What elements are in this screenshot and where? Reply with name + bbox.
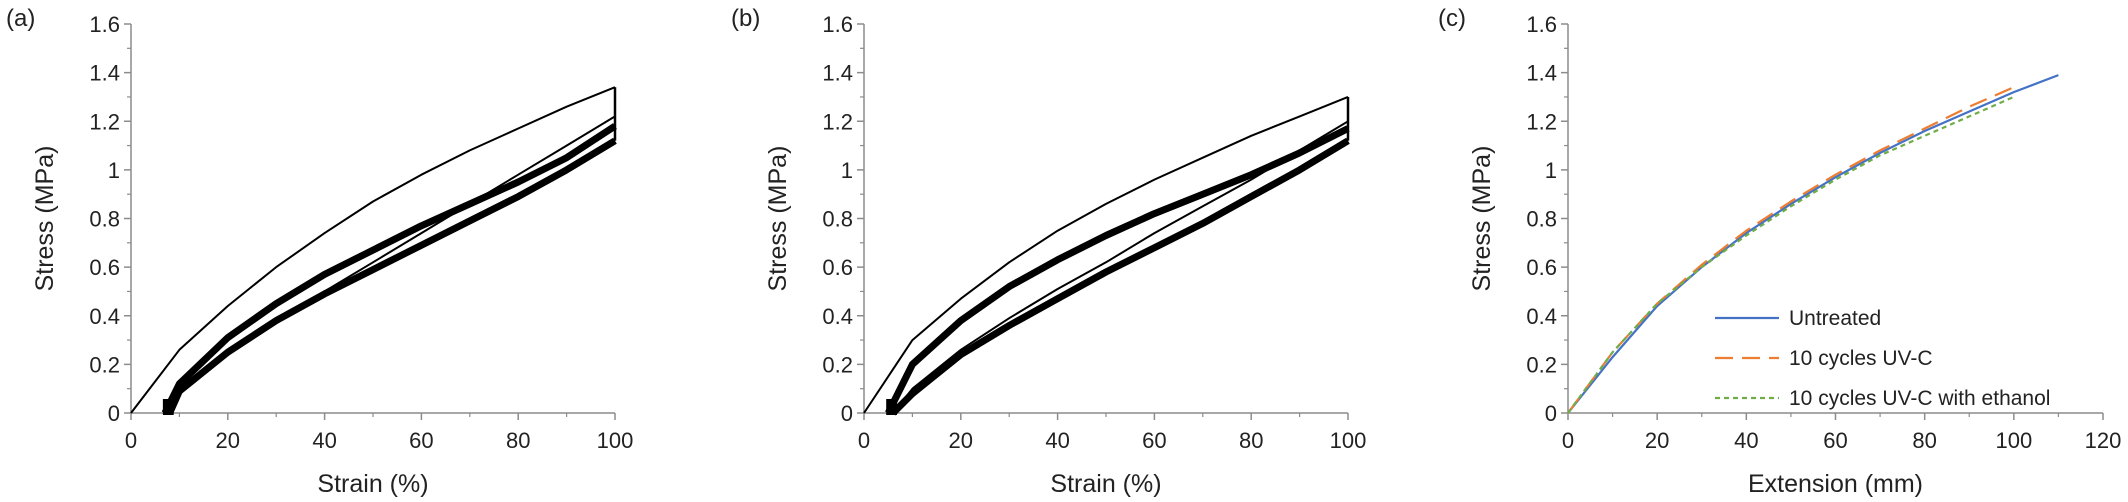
y-tick-label: 1.6 — [89, 12, 120, 37]
y-tick-label: 0.4 — [822, 304, 853, 329]
x-tick-label: 80 — [506, 428, 530, 453]
series-line-3 — [1567, 95, 2015, 414]
panel-label: (a) — [6, 5, 35, 32]
x-axis-title: Extension (mm) — [1748, 470, 1923, 498]
y-tick-label: 0 — [1545, 401, 1557, 426]
x-tick-label: 60 — [409, 428, 433, 453]
y-axis-title: Stress (MPa) — [1468, 146, 1496, 292]
y-tick-label: 1 — [1545, 158, 1557, 183]
y-tick-label: 0 — [108, 401, 120, 426]
panel-a-chart: (a) 0 0.2 0.4 0.6 0.8 1 1.2 1.4 1.6 0 20 40 60 80 100 St… — [6, 5, 633, 498]
x-tick-label: 40 — [312, 428, 336, 453]
x-tick-label: 0 — [125, 428, 137, 453]
y-tick-label: 1 — [108, 158, 120, 183]
y-tick-label: 0.4 — [1526, 304, 1557, 329]
x-tick-label: 100 — [597, 428, 634, 453]
x-tick-label: 60 — [1823, 428, 1847, 453]
legend-label-2: 10 cycles UV-C — [1789, 347, 1933, 370]
panel-b-chart: (b) 0 0.2 0.4 0.6 0.8 1 1.2 1.4 1.6 0 20 40 60 80 100 St… — [731, 5, 1366, 498]
series-line-1 — [863, 95, 1349, 414]
series-line-3 — [161, 123, 617, 415]
x-tick-label: 80 — [1239, 428, 1263, 453]
series-line-4 — [166, 137, 617, 415]
x-tick-label: 120 — [2085, 428, 2122, 453]
y-tick-label: 0.4 — [89, 304, 120, 329]
y-tick-label: 0.8 — [822, 207, 853, 232]
x-tick-label: 40 — [1734, 428, 1758, 453]
cycle-origin-marker — [886, 399, 898, 415]
y-tick-label: 0.6 — [1526, 255, 1557, 280]
cycle-origin-marker — [162, 399, 174, 415]
panel-label: (c) — [1438, 5, 1466, 32]
x-axis-title: Strain (%) — [317, 470, 428, 498]
y-tick-label: 0.2 — [822, 352, 853, 377]
y-tick-label: 0.2 — [1526, 352, 1557, 377]
y-tick-label: 1 — [841, 158, 853, 183]
y-axis-title: Stress (MPa) — [764, 146, 792, 292]
y-tick-label: 1.4 — [822, 61, 853, 86]
y-tick-label: 0.8 — [1526, 207, 1557, 232]
y-tick-label: 0.2 — [89, 352, 120, 377]
y-axis-title: Stress (MPa) — [31, 146, 59, 292]
y-tick-label: 1.4 — [1526, 61, 1557, 86]
x-tick-label: 0 — [858, 428, 870, 453]
series-line-4 — [890, 137, 1350, 416]
x-tick-label: 80 — [1912, 428, 1936, 453]
series-line-3 — [885, 125, 1350, 415]
y-tick-label: 1.2 — [1526, 109, 1557, 134]
legend-label-1: Untreated — [1789, 307, 1881, 330]
x-tick-label: 20 — [949, 428, 973, 453]
x-tick-label: 100 — [1995, 428, 2032, 453]
y-tick-label: 1.2 — [89, 109, 120, 134]
x-tick-label: 60 — [1142, 428, 1166, 453]
y-tick-label: 0.6 — [822, 255, 853, 280]
series-line-1 — [1567, 74, 2059, 414]
panel-c-chart: (c) 0 0.2 0.4 0.6 0.8 1 1.2 1.4 1.6 0 20 40 60 80 100 12… — [1438, 5, 2121, 498]
y-tick-label: 0.6 — [89, 255, 120, 280]
series-line-1 — [130, 86, 616, 414]
x-axis-title: Strain (%) — [1050, 470, 1161, 498]
x-tick-label: 0 — [1562, 428, 1574, 453]
legend-label-3: 10 cycles UV-C with ethanol — [1789, 387, 2050, 410]
x-tick-label: 20 — [216, 428, 240, 453]
y-tick-label: 0 — [841, 401, 853, 426]
y-tick-label: 0.8 — [89, 207, 120, 232]
x-tick-label: 20 — [1645, 428, 1669, 453]
y-tick-label: 1.4 — [89, 61, 120, 86]
x-tick-label: 40 — [1045, 428, 1069, 453]
y-tick-label: 1.2 — [822, 109, 853, 134]
panel-label: (b) — [731, 5, 760, 32]
x-tick-label: 100 — [1330, 428, 1367, 453]
y-tick-label: 1.6 — [822, 12, 853, 37]
y-tick-label: 1.6 — [1526, 12, 1557, 37]
